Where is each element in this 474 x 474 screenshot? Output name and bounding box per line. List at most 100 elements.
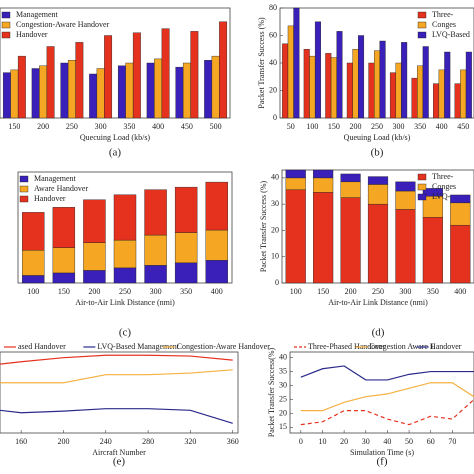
bar (146, 62, 155, 119)
x-axis-label: Simulation Time (s) (350, 448, 414, 457)
y-tick-label: 35 (279, 366, 287, 375)
legend-swatch (417, 183, 427, 191)
bar (438, 69, 445, 119)
bar-segment (144, 189, 167, 236)
x-tick-label: 250 (66, 122, 78, 131)
bar (401, 42, 408, 119)
legend-swatch (417, 21, 427, 29)
bar-segment (422, 217, 443, 284)
legend-swatch (417, 31, 427, 39)
legend-label: Three-Phased Handover (308, 342, 386, 351)
bar (67, 60, 76, 119)
bar (104, 35, 113, 119)
x-tick-label: 400 (454, 287, 466, 296)
legend-swatch (417, 193, 427, 201)
bar-segment (395, 181, 416, 192)
bar-segment (52, 272, 76, 284)
y-tick-label: 40 (271, 173, 279, 182)
legend-label: Conges (432, 182, 456, 191)
bar (293, 7, 300, 119)
legend-swatch (1, 21, 11, 29)
bar-segment (174, 262, 198, 284)
panel-caption: (d) (372, 327, 385, 339)
bar (314, 21, 321, 119)
bar-segment (52, 207, 76, 248)
bar-segment (205, 260, 228, 284)
bar-segment (205, 229, 228, 261)
y-tick-label: 40 (269, 58, 277, 67)
bar (352, 49, 359, 119)
x-axis-label: Quecuing Load (kb/s) (80, 133, 151, 142)
bar (346, 62, 353, 119)
x-tick-label: 250 (372, 287, 384, 296)
bar (422, 46, 429, 119)
y-axis-label: Packet Transfer Success (%) (259, 181, 268, 273)
line-series (0, 354, 233, 365)
bar (175, 66, 184, 119)
panel-caption: (a) (109, 147, 122, 159)
x-tick-label: 500 (210, 122, 222, 131)
bar-segment (395, 190, 416, 210)
y-tick-label: 40 (279, 352, 287, 361)
x-tick-label: 200 (345, 287, 357, 296)
bar-segment (340, 197, 361, 284)
bar-segment (83, 199, 106, 243)
x-tick-label: 300 (399, 287, 411, 296)
x-tick-label: 160 (15, 437, 27, 446)
bar (89, 73, 98, 119)
bar (182, 62, 191, 119)
x-tick-label: 60 (427, 437, 435, 446)
panel-caption: (f) (377, 456, 388, 468)
bar (60, 62, 69, 119)
bar (2, 72, 11, 119)
legend-label: Congestion-Aware Handover (177, 342, 271, 351)
legend-label: LVQ-Based (432, 30, 470, 39)
x-tick-label: 350 (180, 287, 192, 296)
bar (282, 43, 289, 119)
bar (190, 31, 199, 119)
x-tick-label: 50 (405, 437, 413, 446)
bar-segment (22, 275, 45, 284)
bar (325, 53, 332, 119)
bar-segment (313, 177, 334, 193)
bar-segment (22, 250, 45, 276)
line-series (300, 399, 474, 426)
x-tick-label: 350 (427, 287, 439, 296)
bar-segment (22, 212, 45, 251)
bar-segment (144, 265, 167, 284)
bar-segment (83, 242, 106, 271)
legend-label: Congestion Aware Handover (369, 342, 461, 351)
legend-label: LVQ- (432, 192, 451, 201)
bar-segment (395, 209, 416, 284)
legend-label: Management (16, 10, 59, 19)
legend-swatch (19, 185, 29, 193)
bar (96, 68, 105, 119)
bar (389, 72, 396, 119)
line-series (0, 408, 233, 424)
bar (379, 40, 386, 119)
y-tick-label: 0 (273, 113, 277, 122)
bar (460, 69, 467, 119)
bar (204, 60, 213, 119)
x-axis-label: Queuing Load (kb/s) (344, 133, 411, 142)
line-series (300, 382, 474, 412)
legend-swatch (19, 175, 29, 183)
bar (39, 65, 48, 119)
x-tick-label: 280 (142, 437, 154, 446)
bar-segment (450, 194, 471, 204)
bar (219, 21, 228, 119)
x-tick-label: 300 (150, 287, 162, 296)
legend-swatch (19, 195, 29, 203)
bar-segment (367, 176, 389, 185)
panel-caption: (e) (113, 456, 126, 468)
legend-label: Handover (16, 30, 48, 39)
bar (154, 58, 163, 119)
bar-segment (367, 203, 389, 284)
x-tick-label: 250 (371, 122, 383, 131)
x-tick-label: 350 (123, 122, 135, 131)
bar-segment (83, 270, 106, 284)
bar-segment (144, 234, 167, 266)
bar (46, 46, 55, 119)
bar-segment (367, 184, 389, 205)
bar (336, 31, 343, 119)
